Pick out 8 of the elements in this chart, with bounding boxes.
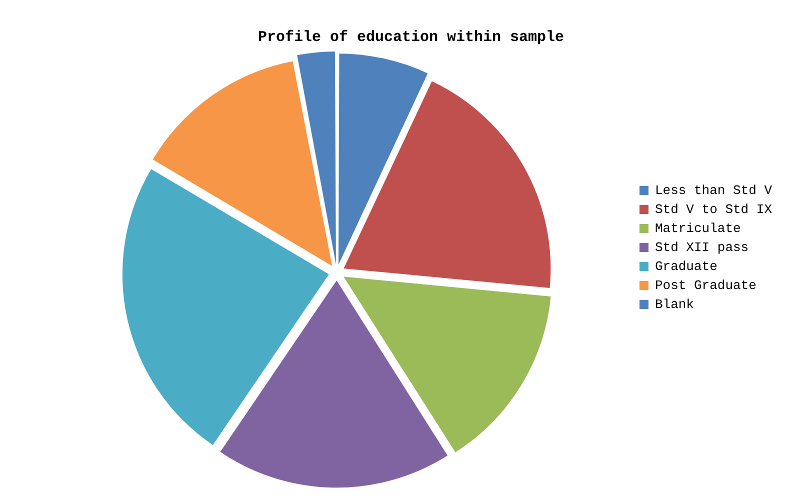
legend-label: Matriculate bbox=[654, 220, 741, 236]
legend-label: Graduate bbox=[654, 258, 718, 274]
legend-label: Std V to Std IX bbox=[654, 202, 772, 217]
legend-label: Std XII pass bbox=[654, 240, 749, 255]
legend-label: Post Graduate bbox=[654, 278, 756, 293]
legend-label: Blank bbox=[654, 296, 694, 312]
legend-label: Less than Std V bbox=[654, 182, 772, 198]
chart-title: Profile of education within sample bbox=[258, 28, 564, 46]
